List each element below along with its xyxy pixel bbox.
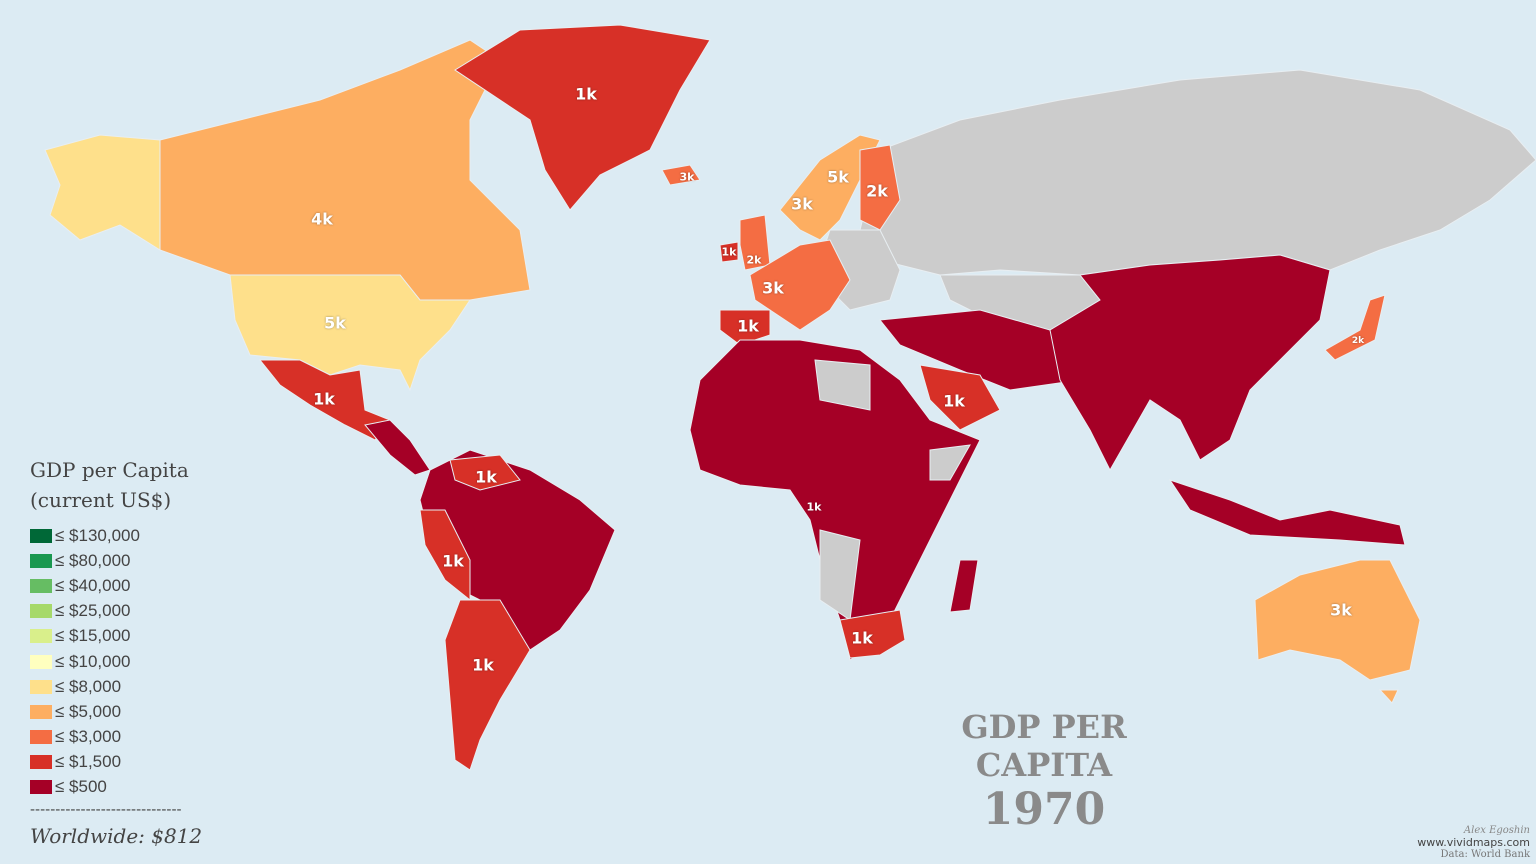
legend-item: ≤ $10,000 [30, 649, 202, 674]
label-australia: 3k [1330, 600, 1352, 620]
region-venezuela [449, 454, 521, 491]
legend-label: ≤ $8,000 [55, 676, 122, 696]
label-france: 3k [762, 278, 784, 298]
legend-swatch [30, 704, 52, 719]
title-year: 1970 [982, 784, 1106, 835]
region-indonesia [1168, 479, 1406, 546]
label-mexico: 1k [313, 389, 335, 409]
region-uk [739, 214, 771, 271]
legend-label: ≤ $130,000 [55, 525, 140, 545]
label-canada: 4k [311, 209, 333, 229]
legend-item: ≤ $40,000 [30, 573, 202, 598]
region-south-east-asia [1049, 254, 1331, 472]
legend-title-line2: (current US$) [30, 488, 172, 512]
region-western-europe [749, 239, 851, 331]
label-finland: 2k [866, 181, 888, 201]
legend-label: ≤ $25,000 [55, 601, 131, 621]
label-sweden: 5k [827, 167, 849, 187]
legend-label: ≤ $5,000 [55, 701, 122, 721]
credit-website: www.vividmaps.com [1417, 836, 1530, 849]
legend-item: ≤ $8,000 [30, 674, 202, 699]
map-title: GDP PER CAPITA 1970 [898, 708, 1190, 835]
region-ireland [719, 241, 739, 263]
region-russia [859, 69, 1536, 276]
legend-swatch [30, 553, 52, 568]
region-alaska [44, 134, 161, 251]
legend-item: ≤ $25,000 [30, 599, 202, 624]
legend-swatch [30, 730, 52, 745]
region-iceland [661, 164, 701, 186]
region-saudi-arabia [919, 364, 1001, 431]
region-south-africa [839, 609, 906, 659]
label-ireland: 1k [721, 245, 737, 259]
legend-item: ≤ $15,000 [30, 624, 202, 649]
legend-label: ≤ $3,000 [55, 727, 122, 747]
label-uk: 2k [746, 253, 762, 267]
title-text: GDP PER CAPITA [961, 708, 1127, 784]
legend-swatch [30, 629, 52, 644]
label-saudi-arabia: 1k [943, 391, 965, 411]
legend-swatch [30, 528, 52, 543]
region-africa [689, 339, 981, 661]
label-peru: 1k [442, 551, 464, 571]
label-argentina: 1k [472, 655, 494, 675]
label-usa: 5k [324, 313, 346, 333]
label-venezuela: 1k [475, 467, 497, 487]
legend-swatch [30, 780, 52, 795]
legend-swatch [30, 679, 52, 694]
legend-label: ≤ $40,000 [55, 575, 131, 595]
legend-label: ≤ $80,000 [55, 550, 131, 570]
region-usa [229, 274, 471, 392]
region-middle-east [879, 309, 1081, 391]
credit-author: Alex Egoshin [1463, 825, 1530, 836]
legend-item: ≤ $500 [30, 775, 202, 800]
legend-swatch [30, 654, 52, 669]
label-south-africa: 1k [851, 628, 873, 648]
label-japan: 2k [1351, 336, 1365, 346]
legend-item: ≤ $3,000 [30, 725, 202, 750]
label-iceland: 3k [679, 170, 695, 184]
legend-title-line1: GDP per Capita [30, 458, 189, 482]
legend-list: ≤ $130,000 ≤ $80,000 ≤ $40,000 ≤ $25,000 ≤ $… [30, 523, 202, 800]
legend-swatch [30, 578, 52, 593]
region-argentina [444, 599, 531, 771]
legend-label: ≤ $10,000 [55, 651, 131, 671]
legend-label: ≤ $15,000 [55, 626, 131, 646]
legend-item: ≤ $80,000 [30, 548, 202, 573]
credits: Alex Egoshin www.vividmaps.com Data: Wor… [1417, 825, 1530, 861]
legend-swatch [30, 755, 52, 770]
region-australia [1254, 559, 1421, 681]
region-finland [859, 144, 901, 231]
label-norway: 3k [791, 194, 813, 214]
legend-item: ≤ $5,000 [30, 699, 202, 724]
label-greenland: 1k [575, 84, 597, 104]
legend-item: ≤ $130,000 [30, 523, 202, 548]
legend-item: ≤ $1,500 [30, 750, 202, 775]
legend-separator: ------------------------------ [30, 802, 182, 819]
legend: GDP per Capita (current US$) ≤ $130,000 ≤… [30, 455, 202, 848]
region-madagascar [949, 559, 979, 613]
legend-label: ≤ $1,500 [55, 752, 122, 772]
region-greenland [454, 24, 711, 211]
label-spain: 1k [737, 316, 759, 336]
region-tasmania [1378, 689, 1399, 704]
legend-swatch [30, 604, 52, 619]
label-gabon: 1k [806, 500, 822, 514]
worldwide-value: Worldwide: $812 [30, 824, 203, 849]
region-central-america [364, 419, 431, 476]
region-japan [1324, 294, 1386, 361]
credit-source: Data: World Bank [1440, 849, 1531, 860]
legend-label: ≤ $500 [55, 777, 107, 797]
